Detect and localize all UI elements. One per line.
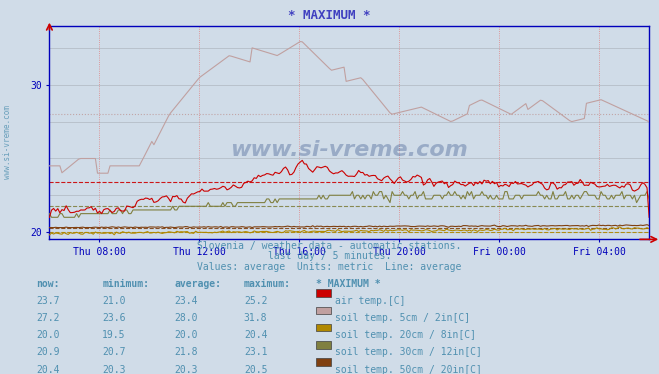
Text: 31.8: 31.8	[244, 313, 268, 323]
Text: 28.0: 28.0	[175, 313, 198, 323]
Text: Slovenia / weather data - automatic stations.: Slovenia / weather data - automatic stat…	[197, 241, 462, 251]
Text: soil temp. 30cm / 12in[C]: soil temp. 30cm / 12in[C]	[335, 347, 482, 358]
Text: 23.1: 23.1	[244, 347, 268, 358]
Text: 20.9: 20.9	[36, 347, 60, 358]
Text: 20.4: 20.4	[36, 365, 60, 374]
Text: * MAXIMUM *: * MAXIMUM *	[288, 9, 371, 22]
Text: 23.6: 23.6	[102, 313, 126, 323]
Text: www.si-vreme.com: www.si-vreme.com	[231, 140, 468, 160]
Text: 25.2: 25.2	[244, 296, 268, 306]
Text: 20.7: 20.7	[102, 347, 126, 358]
Text: 20.0: 20.0	[175, 330, 198, 340]
Text: soil temp. 5cm / 2in[C]: soil temp. 5cm / 2in[C]	[335, 313, 470, 323]
Text: 20.3: 20.3	[102, 365, 126, 374]
Text: 21.8: 21.8	[175, 347, 198, 358]
Text: 21.0: 21.0	[102, 296, 126, 306]
Text: 20.3: 20.3	[175, 365, 198, 374]
Text: 20.5: 20.5	[244, 365, 268, 374]
Text: 19.5: 19.5	[102, 330, 126, 340]
Text: * MAXIMUM *: * MAXIMUM *	[316, 279, 381, 289]
Text: 20.4: 20.4	[244, 330, 268, 340]
Text: now:: now:	[36, 279, 60, 289]
Text: Values: average  Units: metric  Line: average: Values: average Units: metric Line: aver…	[197, 262, 462, 272]
Text: last day / 5 minutes.: last day / 5 minutes.	[268, 251, 391, 261]
Text: average:: average:	[175, 279, 221, 289]
Text: air temp.[C]: air temp.[C]	[335, 296, 405, 306]
Text: 20.0: 20.0	[36, 330, 60, 340]
Text: 23.4: 23.4	[175, 296, 198, 306]
Text: www.si-vreme.com: www.si-vreme.com	[3, 105, 13, 179]
Text: minimum:: minimum:	[102, 279, 149, 289]
Text: 23.7: 23.7	[36, 296, 60, 306]
Text: soil temp. 20cm / 8in[C]: soil temp. 20cm / 8in[C]	[335, 330, 476, 340]
Text: soil temp. 50cm / 20in[C]: soil temp. 50cm / 20in[C]	[335, 365, 482, 374]
Text: 27.2: 27.2	[36, 313, 60, 323]
Text: maximum:: maximum:	[244, 279, 291, 289]
